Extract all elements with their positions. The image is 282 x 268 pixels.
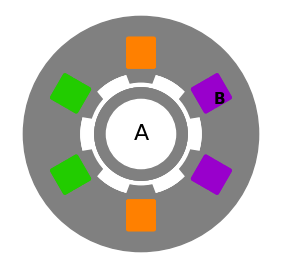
Polygon shape — [185, 65, 234, 116]
Polygon shape — [48, 65, 97, 116]
Polygon shape — [191, 65, 234, 113]
FancyBboxPatch shape — [59, 159, 83, 190]
Polygon shape — [114, 199, 168, 226]
FancyBboxPatch shape — [191, 154, 215, 185]
FancyBboxPatch shape — [59, 78, 83, 109]
FancyBboxPatch shape — [199, 159, 223, 190]
FancyBboxPatch shape — [126, 219, 156, 231]
FancyBboxPatch shape — [126, 37, 156, 49]
FancyBboxPatch shape — [126, 199, 156, 211]
Circle shape — [81, 74, 201, 194]
FancyBboxPatch shape — [208, 73, 232, 103]
Polygon shape — [180, 150, 234, 203]
Polygon shape — [185, 152, 234, 203]
FancyBboxPatch shape — [126, 47, 156, 59]
Polygon shape — [114, 185, 168, 226]
Polygon shape — [114, 42, 168, 69]
Polygon shape — [191, 155, 234, 203]
Polygon shape — [114, 42, 168, 83]
FancyBboxPatch shape — [126, 47, 156, 59]
Polygon shape — [114, 42, 168, 76]
FancyBboxPatch shape — [126, 57, 156, 69]
FancyBboxPatch shape — [67, 83, 91, 114]
Polygon shape — [48, 152, 97, 203]
FancyBboxPatch shape — [191, 83, 215, 114]
FancyBboxPatch shape — [67, 154, 91, 185]
FancyBboxPatch shape — [199, 78, 223, 109]
FancyBboxPatch shape — [67, 83, 91, 114]
Polygon shape — [48, 150, 102, 203]
FancyBboxPatch shape — [59, 78, 83, 109]
Circle shape — [81, 74, 201, 194]
FancyBboxPatch shape — [126, 209, 156, 221]
Text: A: A — [133, 124, 149, 144]
Circle shape — [90, 83, 192, 185]
FancyBboxPatch shape — [50, 165, 74, 195]
Polygon shape — [48, 155, 91, 203]
Circle shape — [106, 99, 176, 169]
Circle shape — [95, 88, 187, 180]
FancyBboxPatch shape — [191, 154, 215, 185]
FancyBboxPatch shape — [67, 154, 91, 185]
FancyBboxPatch shape — [208, 73, 232, 103]
FancyBboxPatch shape — [208, 165, 232, 195]
Polygon shape — [48, 65, 91, 113]
FancyBboxPatch shape — [126, 219, 156, 231]
FancyBboxPatch shape — [191, 83, 215, 114]
Polygon shape — [180, 65, 234, 118]
Circle shape — [23, 16, 259, 252]
FancyBboxPatch shape — [126, 57, 156, 69]
Circle shape — [95, 88, 187, 180]
Text: B: B — [213, 92, 225, 107]
FancyBboxPatch shape — [50, 73, 74, 103]
FancyBboxPatch shape — [59, 159, 83, 190]
Polygon shape — [114, 192, 168, 226]
Circle shape — [95, 88, 187, 180]
FancyBboxPatch shape — [208, 165, 232, 195]
FancyBboxPatch shape — [199, 159, 223, 190]
FancyBboxPatch shape — [199, 78, 223, 109]
FancyBboxPatch shape — [126, 199, 156, 211]
FancyBboxPatch shape — [50, 73, 74, 103]
Circle shape — [81, 74, 201, 194]
Polygon shape — [48, 65, 102, 118]
FancyBboxPatch shape — [126, 209, 156, 221]
FancyBboxPatch shape — [50, 165, 74, 195]
FancyBboxPatch shape — [126, 37, 156, 49]
